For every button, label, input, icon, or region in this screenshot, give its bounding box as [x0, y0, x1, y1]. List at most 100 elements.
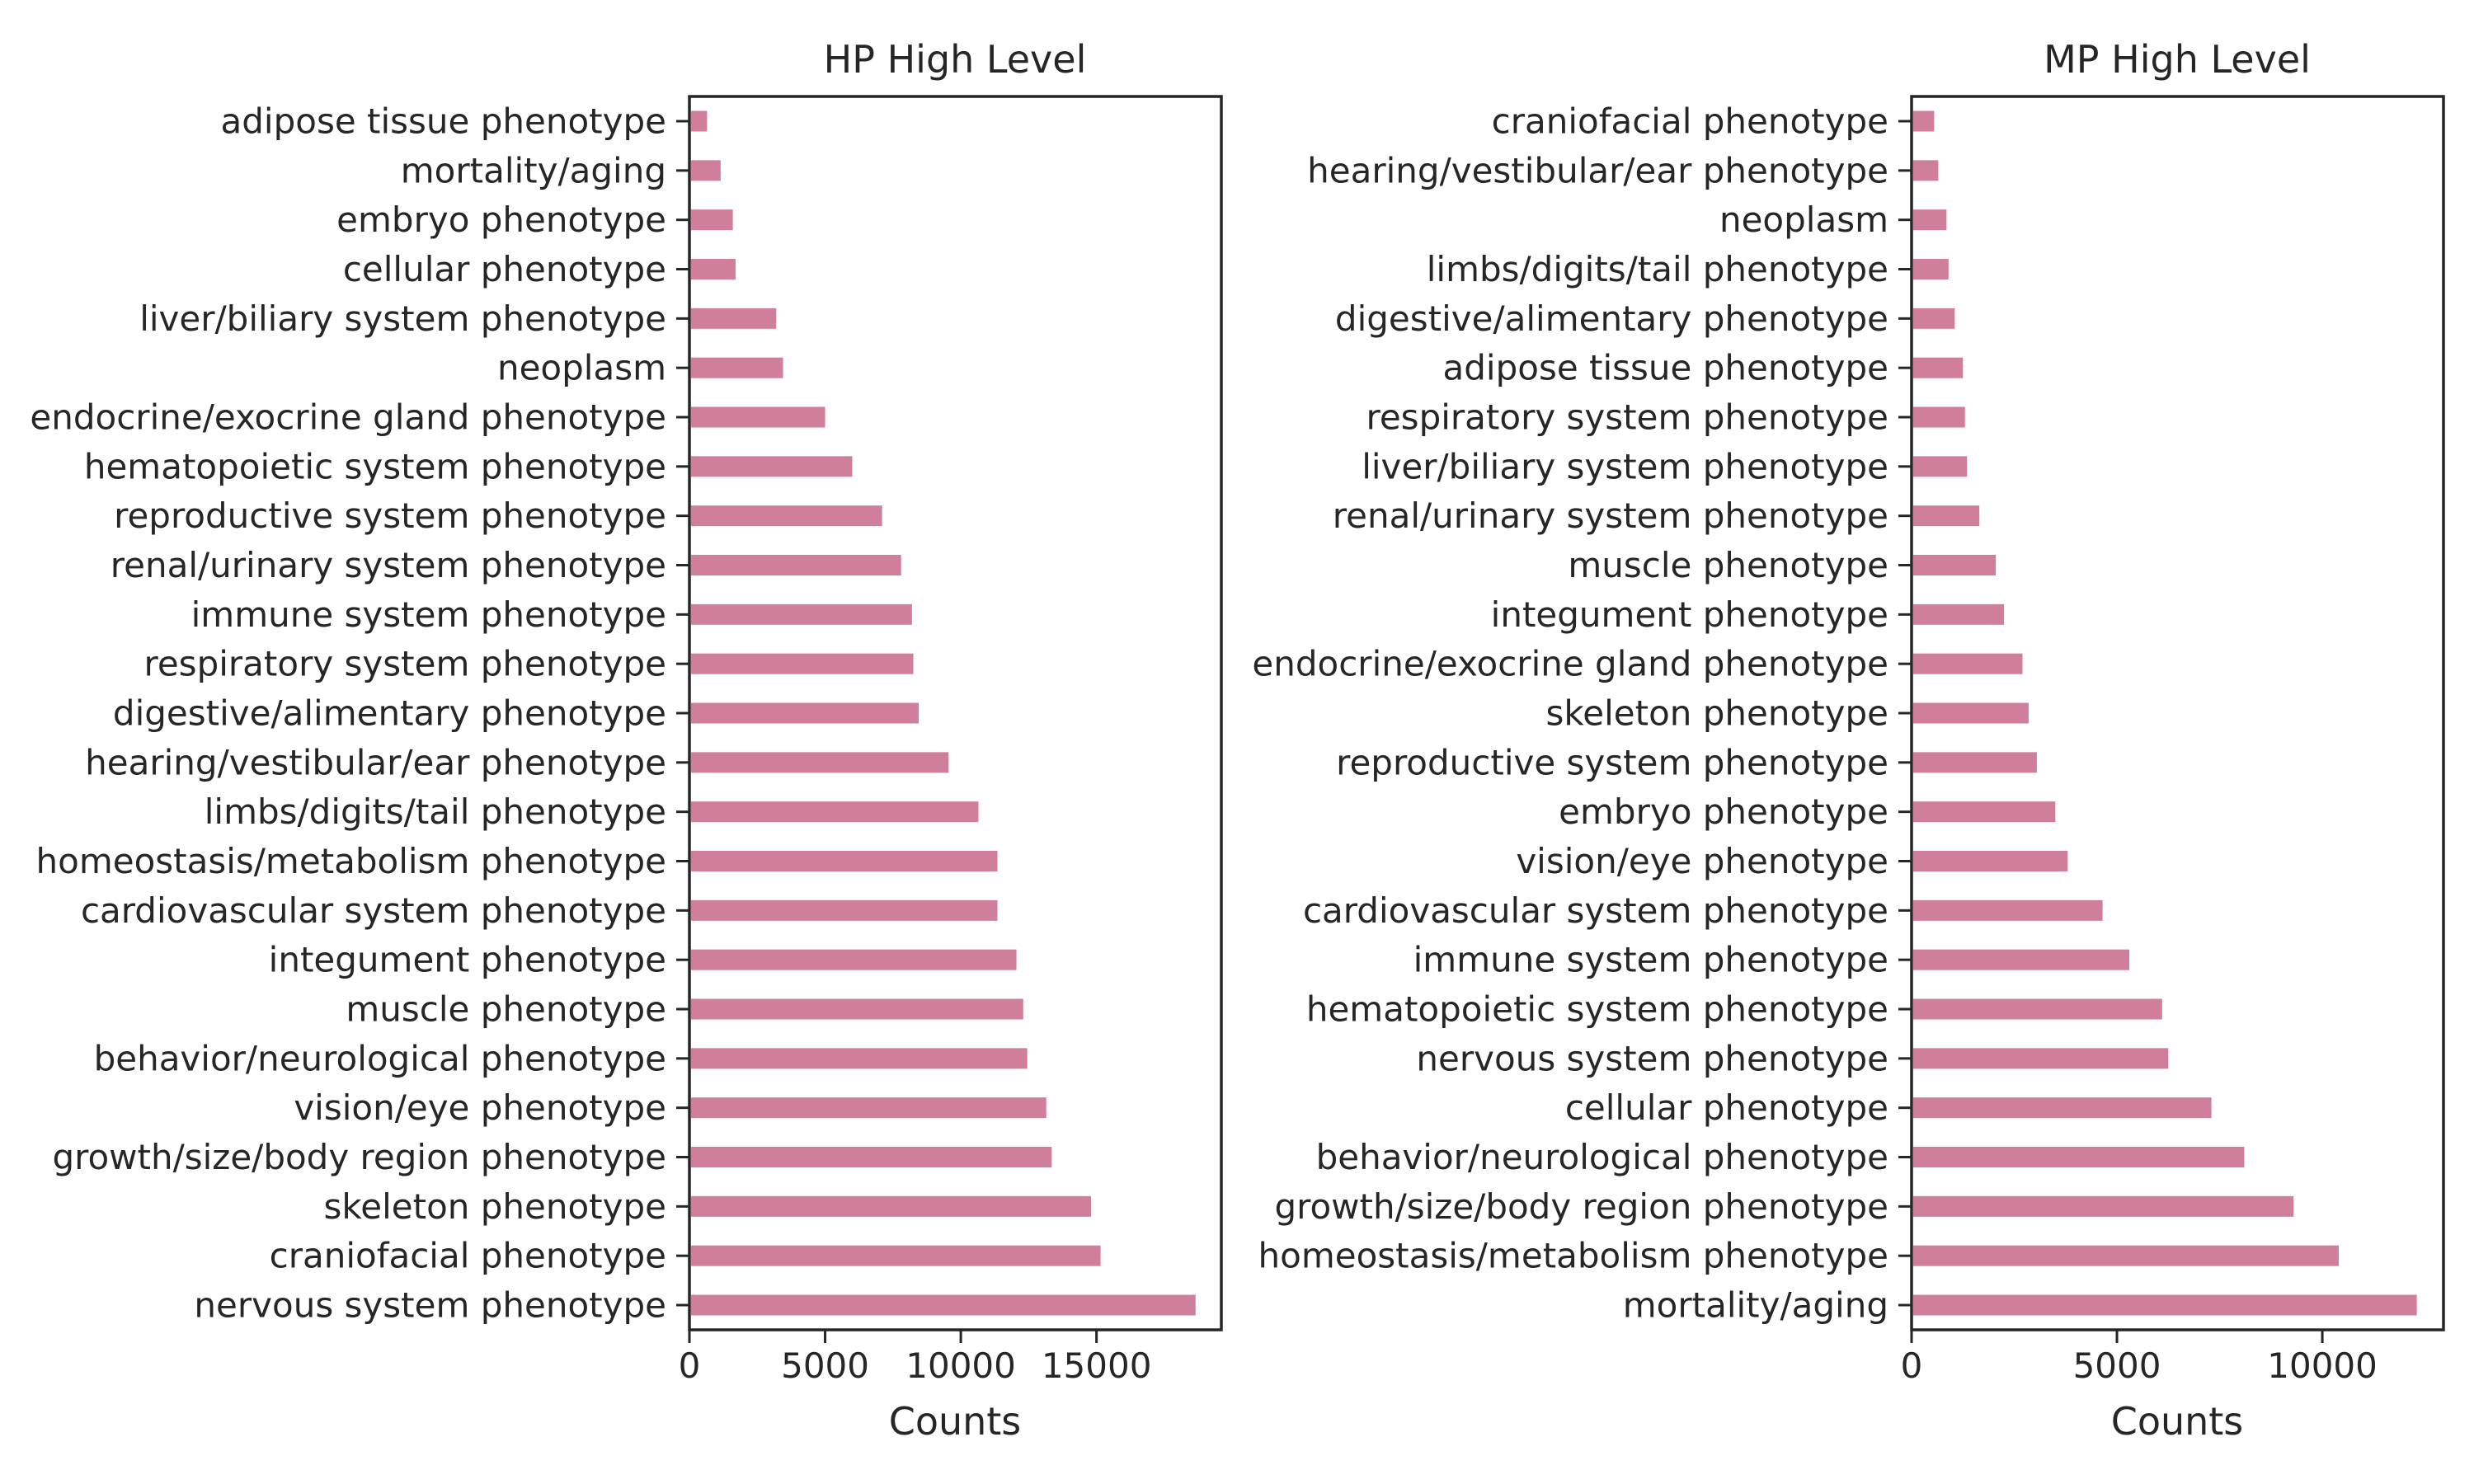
hp-category-label: homeostasis/metabolism phenotype	[36, 841, 667, 881]
mp-bar	[1913, 1048, 2169, 1069]
mp-bar	[1913, 752, 2037, 773]
mp-category-label: vision/eye phenotype	[1516, 841, 1888, 881]
mp-chart-title: MP High Level	[2044, 37, 2311, 82]
hp-category-label: vision/eye phenotype	[294, 1087, 666, 1128]
mp-bar	[1913, 308, 1955, 329]
hp-bar	[691, 456, 853, 477]
hp-bar	[691, 949, 1017, 970]
mp-bar	[1913, 357, 1964, 378]
hp-category-label: muscle phenotype	[346, 989, 666, 1030]
mp-bar	[1913, 603, 2005, 625]
mp-category-label: hematopoietic system phenotype	[1306, 989, 1888, 1030]
mp-category-label: integument phenotype	[1491, 594, 1888, 635]
hp-bar	[691, 110, 708, 132]
hp-bar	[691, 160, 721, 181]
mp-bar	[1913, 1147, 2245, 1167]
hp-chart-title: HP High Level	[824, 37, 1087, 82]
mp-bar	[1913, 555, 1997, 575]
hp-x-tick-label: 0	[679, 1345, 701, 1386]
hp-category-label: neoplasm	[497, 348, 666, 388]
mp-bar	[1913, 259, 1949, 279]
hp-category-label: embryo phenotype	[336, 200, 666, 240]
mp-category-label: behavior/neurological phenotype	[1316, 1137, 1888, 1177]
hp-category-label: cardiovascular system phenotype	[81, 890, 666, 931]
hp-category-label: behavior/neurological phenotype	[94, 1038, 666, 1078]
mp-bar	[1913, 998, 2162, 1020]
hp-category-label: reproductive system phenotype	[114, 495, 666, 536]
mp-x-axis-label: Counts	[2111, 1399, 2244, 1444]
mp-category-label: liver/biliary system phenotype	[1362, 446, 1888, 486]
hp-category-label: adipose tissue phenotype	[221, 101, 666, 142]
mp-bar	[1913, 160, 1939, 181]
hp-bar	[691, 259, 736, 279]
mp-category-label: endocrine/exocrine gland phenotype	[1252, 644, 1888, 684]
hp-category-label: liver/biliary system phenotype	[139, 298, 666, 339]
hp-plot-frame	[688, 95, 1223, 1331]
mp-bar	[1913, 1294, 2417, 1316]
mp-bar	[1913, 110, 1935, 132]
mp-category-label: reproductive system phenotype	[1336, 742, 1888, 782]
mp-category-label: embryo phenotype	[1559, 791, 1888, 832]
hp-category-label: craniofacial phenotype	[270, 1236, 666, 1276]
mp-bar	[1913, 406, 1965, 428]
mp-category-label: respiratory system phenotype	[1366, 397, 1889, 438]
hp-x-tick-label: 5000	[781, 1345, 869, 1386]
hp-bar	[691, 406, 825, 428]
mp-category-label: neoplasm	[1719, 200, 1888, 240]
mp-bar	[1913, 1245, 2339, 1266]
hp-bar	[691, 752, 949, 773]
hp-bar	[691, 505, 882, 527]
mp-bar	[1913, 505, 1980, 527]
mp-bar	[1913, 899, 2103, 921]
hp-bar	[691, 801, 979, 823]
mp-bar	[1913, 653, 2023, 674]
hp-category-label: digestive/alimentary phenotype	[113, 693, 666, 734]
hp-bar	[691, 653, 914, 674]
mp-category-label: adipose tissue phenotype	[1443, 348, 1888, 388]
mp-bar	[1913, 456, 1968, 477]
hp-bar	[691, 1294, 1196, 1316]
mp-bar	[1913, 209, 1947, 231]
mp-category-label: cardiovascular system phenotype	[1303, 890, 1888, 931]
hp-bar	[691, 603, 912, 625]
hp-x-tick-label: 10000	[905, 1345, 1016, 1386]
mp-bar	[1913, 851, 2068, 871]
mp-category-label: homeostasis/metabolism phenotype	[1258, 1236, 1889, 1276]
hp-x-tick-label: 15000	[1042, 1345, 1152, 1386]
mp-bar	[1913, 1097, 2212, 1119]
hp-category-label: immune system phenotype	[191, 594, 666, 635]
mp-category-label: skeleton phenotype	[1546, 693, 1888, 734]
hp-category-label: renal/urinary system phenotype	[111, 545, 666, 585]
hp-bar	[691, 1097, 1047, 1119]
hp-bar	[691, 1195, 1092, 1217]
hp-bar	[691, 555, 901, 575]
hp-category-label: skeleton phenotype	[324, 1186, 666, 1227]
mp-bar	[1913, 949, 2129, 970]
mp-category-label: craniofacial phenotype	[1492, 101, 1888, 142]
hp-category-label: nervous system phenotype	[194, 1285, 666, 1326]
hp-bar	[691, 209, 733, 231]
mp-category-label: cellular phenotype	[1565, 1087, 1888, 1128]
hp-category-label: respiratory system phenotype	[144, 644, 667, 684]
mp-plot-frame	[1910, 95, 2445, 1331]
mp-category-label: digestive/alimentary phenotype	[1335, 298, 1888, 339]
hp-category-label: hearing/vestibular/ear phenotype	[85, 742, 666, 782]
mp-category-label: limbs/digits/tail phenotype	[1427, 249, 1888, 289]
hp-bar	[691, 851, 998, 871]
mp-x-tick-label: 0	[1901, 1345, 1923, 1386]
mp-bar	[1913, 801, 2056, 823]
hp-bar	[691, 702, 920, 724]
hp-bar	[691, 357, 783, 378]
hp-x-axis-label: Counts	[889, 1399, 1022, 1444]
mp-high-level-panel: MP High Level Counts craniofacial phenot…	[1252, 37, 2445, 1444]
mp-category-label: muscle phenotype	[1568, 545, 1888, 585]
hp-category-label: cellular phenotype	[343, 249, 666, 289]
hp-category-label: mortality/aging	[401, 150, 666, 190]
hp-bar	[691, 998, 1023, 1020]
mp-category-label: mortality/aging	[1623, 1285, 1888, 1326]
hp-bar	[691, 308, 777, 329]
mp-bar	[1913, 702, 2029, 724]
hp-category-label: endocrine/exocrine gland phenotype	[30, 397, 666, 438]
hp-high-level-panel: HP High Level Counts adipose tissue phen…	[30, 37, 1223, 1444]
